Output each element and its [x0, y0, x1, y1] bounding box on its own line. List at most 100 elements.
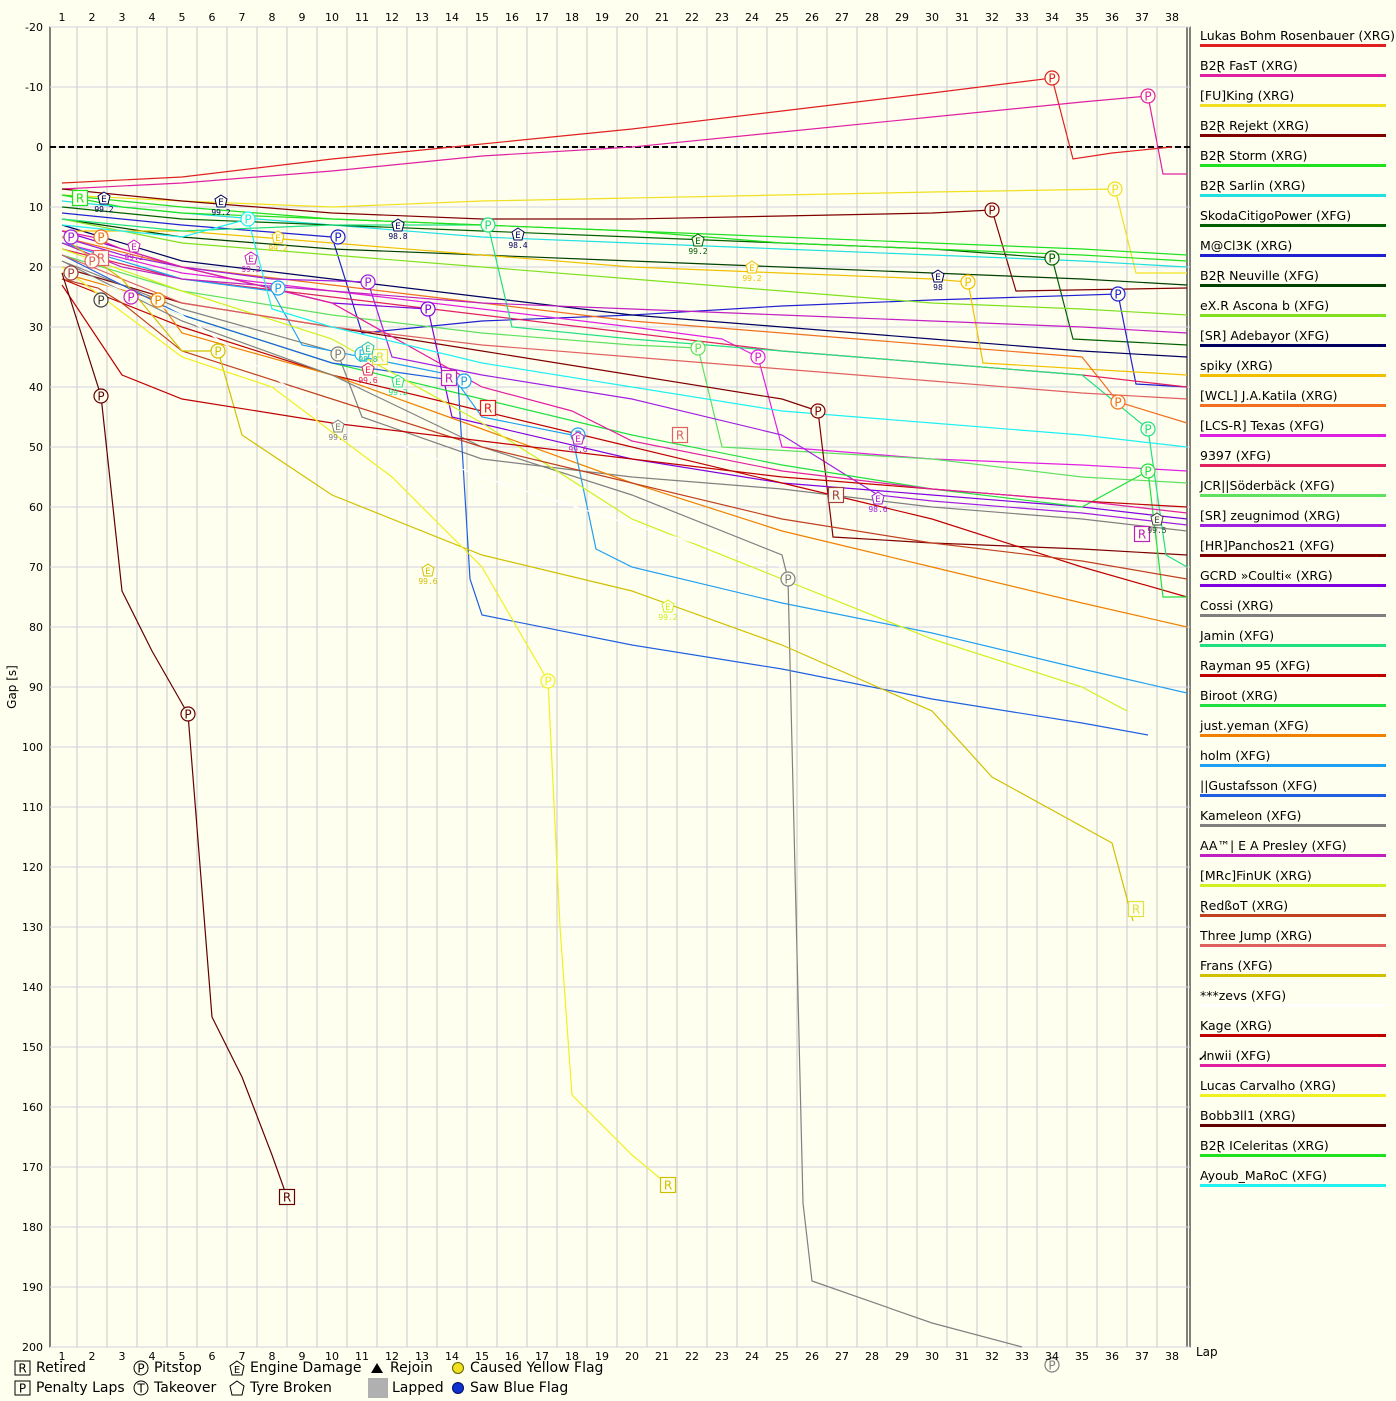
x-tick-label-top: 9 — [299, 11, 306, 24]
yellow-flag-icon — [452, 1362, 464, 1374]
y-tick-label: 160 — [22, 1101, 43, 1114]
legend-takeover: T Takeover — [132, 1380, 216, 1396]
yellow-flag-label: Caused Yellow Flag — [470, 1360, 604, 1376]
x-tick-label-bottom: 1 — [59, 1350, 66, 1363]
retired-box — [659, 1176, 677, 1194]
pitstop-marker: P — [1140, 463, 1156, 479]
legend-series-name: AA™| E A Presley (XFG) — [1200, 838, 1347, 853]
legend-swatch — [1200, 404, 1386, 407]
pitstop-marker: P — [1044, 1357, 1060, 1373]
series-line-1 — [61, 77, 1173, 184]
pitstop-marker: P — [270, 280, 286, 296]
legend-item: Frans (XFG) — [1198, 958, 1388, 988]
y-tick-label: 70 — [29, 561, 43, 574]
retired-box — [827, 486, 845, 504]
pitstop-marker: P — [984, 202, 1000, 218]
marker-letter: P — [67, 231, 74, 245]
x-tick-label-top: 27 — [835, 11, 849, 24]
x-tick-label-bottom: 23 — [715, 1350, 729, 1363]
legend-item: B2Ɽ Sarlin (XRG) — [1198, 178, 1388, 208]
axes: 1122334455667788991010111112121313141415… — [5, 11, 1218, 1363]
pitstop-marker: P — [180, 706, 196, 722]
engine-damage-icon: E — [229, 1360, 245, 1376]
svg-text:R: R — [18, 1362, 26, 1376]
legend-swatch — [1200, 554, 1386, 557]
legend-series-name: Biroot (XRG) — [1200, 688, 1278, 703]
x-tick-label-top: 34 — [1045, 11, 1059, 24]
pitstop-letter: P — [544, 675, 551, 689]
x-tick-label-bottom: 29 — [895, 1350, 909, 1363]
retired-label: Retired — [36, 1360, 87, 1376]
engine-damage-pentagon — [214, 194, 228, 208]
legend-series-name: holm (XFG) — [1200, 748, 1271, 763]
engine-damage-marker: E99.2 — [268, 230, 288, 253]
pitstop-marker: P — [1044, 70, 1060, 86]
pitstop-marker: P — [1107, 181, 1123, 197]
marker-letter: R — [676, 429, 684, 443]
engine-damage-pentagon — [331, 419, 345, 433]
x-tick-label-bottom: 15 — [475, 1350, 489, 1363]
y-tick-label: 150 — [22, 1041, 43, 1054]
pitstop-circle — [84, 253, 100, 269]
engine-damage-letter: E — [101, 195, 107, 205]
x-tick-label-top: 35 — [1075, 11, 1089, 24]
pitstop-circle — [810, 403, 826, 419]
legend-series-name: B2Ɽ Neuville (XFG) — [1200, 268, 1319, 283]
engine-damage-pentagon — [271, 230, 285, 244]
retired-marker: R — [1133, 525, 1151, 543]
legend-pitstop: P Pitstop — [132, 1360, 202, 1376]
x-tick-label-bottom: 9 — [299, 1350, 306, 1363]
x-tick-label-top: 3 — [119, 11, 126, 24]
x-tick-label-top: 11 — [355, 11, 369, 24]
series-line-29 — [61, 248, 1128, 712]
x-tick-label-top: 32 — [985, 11, 999, 24]
legend-series-name: SkodaCitigoPower (XFG) — [1200, 208, 1352, 223]
x-tick-label-bottom: 18 — [565, 1350, 579, 1363]
event-legend: R Retired P Penalty Laps P Pitstop T Tak… — [14, 1360, 654, 1400]
legend-retired: R Retired — [14, 1360, 86, 1376]
legend-series-name: Kameleon (XFG) — [1200, 808, 1302, 823]
y-tick-label: 0 — [36, 141, 43, 154]
engine-damage-speed: 99.2 — [124, 253, 143, 262]
x-tick-label-top: 8 — [269, 11, 276, 24]
engine-damage-pentagon — [871, 491, 885, 505]
blue-flag-label: Saw Blue Flag — [470, 1380, 569, 1396]
engine-damage-pentagon — [511, 227, 525, 241]
legend-rejoin: Rejoin — [368, 1360, 433, 1376]
engine-damage-speed: 98.8 — [388, 232, 407, 241]
takeover-icon: T — [133, 1380, 149, 1396]
pitstop-letter: P — [784, 573, 791, 587]
legend-item: Biroot (XRG) — [1198, 688, 1388, 718]
series-line-6 — [61, 200, 1188, 268]
pitstop-circle — [1140, 88, 1156, 104]
x-tick-label-bottom: 36 — [1105, 1350, 1119, 1363]
pitstop-marker: P — [420, 301, 436, 317]
engine-damage-marker: E99.5 — [1147, 512, 1167, 535]
marker-letter: R — [76, 192, 84, 206]
engine-damage-marker: E99.2 — [94, 191, 114, 214]
engine-damage-marker: E98.8 — [388, 218, 408, 241]
marker-letter: R — [832, 489, 840, 503]
legend-series-name: [WCL] J.A.Katila (XRG) — [1200, 388, 1338, 403]
y-tick-label: 190 — [22, 1281, 43, 1294]
legend-item: B2Ɽ Storm (XRG) — [1198, 148, 1388, 178]
x-tick-label-bottom: 3 — [119, 1350, 126, 1363]
y-tick-label: 110 — [22, 801, 43, 814]
legend-item: ||Gustafsson (XFG) — [1198, 778, 1388, 808]
legend-series-name: 9397 (XFG) — [1200, 448, 1271, 463]
pitstop-marker: P — [123, 289, 139, 305]
legend-item: Lucas Carvalho (XRG) — [1198, 1078, 1388, 1108]
pitstop-letter: P — [484, 219, 491, 233]
pitstop-circle — [270, 280, 286, 296]
rejoin-icon — [371, 1363, 383, 1373]
legend-item: [MRc]FinUK (XRG) — [1198, 868, 1388, 898]
legend-series-name: Frans (XFG) — [1200, 958, 1273, 973]
pitstop-letter: P — [154, 294, 161, 308]
legend-swatch — [1200, 314, 1386, 317]
y-tick-label: 80 — [29, 621, 43, 634]
x-tick-label-bottom: 4 — [149, 1350, 156, 1363]
pitstop-letter: P — [1048, 1359, 1055, 1373]
engine-damage-letter: E — [365, 345, 371, 355]
series-line-25 — [61, 242, 1188, 694]
legend-swatch — [1200, 194, 1386, 197]
